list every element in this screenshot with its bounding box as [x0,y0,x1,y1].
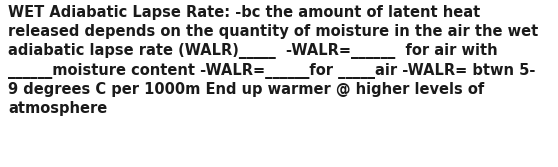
Text: WET Adiabatic Lapse Rate: -bc the amount of latent heat
released depends on the : WET Adiabatic Lapse Rate: -bc the amount… [8,5,538,116]
